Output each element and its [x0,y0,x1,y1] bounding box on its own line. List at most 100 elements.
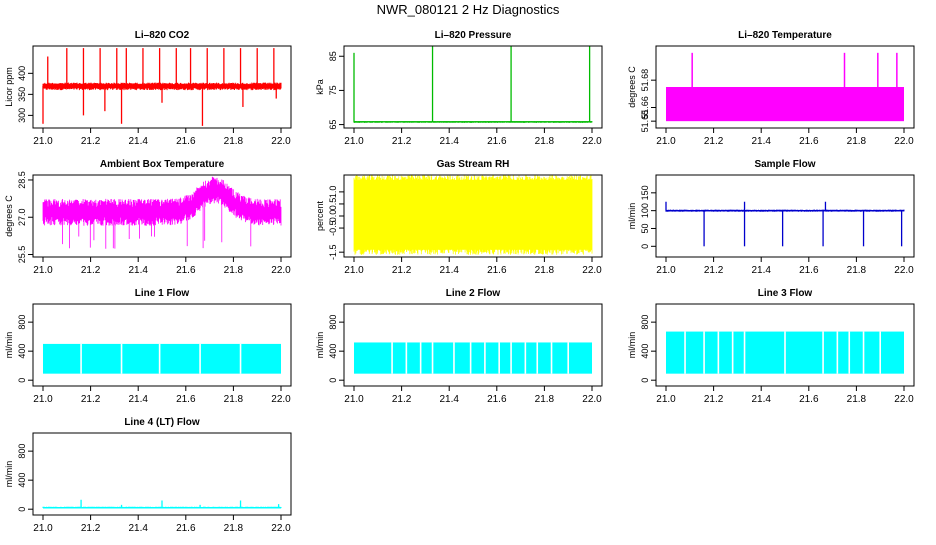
x-tick-label: 21.0 [656,136,676,147]
x-tick-label: 21.2 [81,265,101,276]
data-noise [353,174,593,255]
x-tick-label: 21.8 [224,265,244,276]
plot-frame [655,45,915,129]
chart-panel-5: Gas Stream RH 21.0 21.2 21.4 21.6 21.8 22.0 -1.… [315,159,603,276]
y-tick-label: 150 [640,185,650,200]
y-tick-label: -1.5 [328,244,338,260]
x-tick-label: 21.8 [535,136,555,147]
x-tick-label: 21.6 [799,394,819,405]
y-tick-label: 400 [17,66,27,81]
chart-title: Line 3 Flow [758,288,813,299]
y-axis-label: degrees C [4,195,14,237]
x-tick-label: 21.8 [224,136,244,147]
x-tick-label: 22.0 [582,136,602,147]
x-tick-label: 22.0 [582,394,602,405]
y-tick-label: 27.0 [17,208,27,226]
x-tick-label: 21.6 [176,265,196,276]
page-title: NWR_080121 2 Hz Diagnostics [377,2,560,17]
x-tick-label: 21.6 [799,265,819,276]
chart-title: Gas Stream RH [437,159,510,170]
plot-frame [32,303,292,387]
x-tick-label: 21.0 [33,394,53,405]
y-axis-label: percent [315,200,325,231]
chart-title: Li–820 CO2 [135,30,190,41]
y-tick-label: 1.0 [328,186,338,199]
y-tick-label: 25.5 [17,246,27,264]
x-tick-label: 21.0 [344,394,364,405]
data-band [666,87,904,122]
x-tick-label: 21.2 [392,265,412,276]
chart-panel-2: Li–820 Pressure 21.0 21.2 21.4 21.6 21.8 22.0 6… [315,30,603,147]
chart-panel-1: Li–820 CO2 21.0 21.2 21.4 21.6 21.8 22.0 300 350… [4,30,292,147]
y-tick-label: 400 [328,344,338,359]
y-tick-label: 28.5 [17,171,27,189]
y-tick-label: 50 [640,223,650,233]
y-tick-label: 800 [328,315,338,330]
x-tick-label: 21.6 [176,136,196,147]
y-tick-label: 800 [17,444,27,459]
x-tick-label: 21.0 [656,394,676,405]
y-tick-label: 0 [328,378,338,383]
x-tick-label: 21.4 [128,394,148,405]
x-tick-label: 22.0 [894,136,914,147]
chart-panel-9: Line 3 Flow 21.0 21.2 21.4 21.6 21.8 22.0 0 400 8… [627,288,915,405]
x-tick-label: 21.2 [704,136,724,147]
y-tick-label: 85 [328,51,338,61]
chart-title: Line 2 Flow [446,288,501,299]
data-band [43,343,281,374]
x-tick-label: 21.8 [535,265,555,276]
x-tick-label: 21.2 [704,394,724,405]
y-axis-label: kPa [315,79,325,95]
y-tick-label: 100 [640,203,650,218]
chart-title: Li–820 Temperature [738,30,832,41]
x-tick-label: 21.4 [439,265,459,276]
y-axis-label: ml/min [4,461,14,488]
x-tick-label: 22.0 [894,394,914,405]
y-tick-label: 400 [640,344,650,359]
y-tick-label: 51.68 [640,69,650,92]
x-tick-label: 21.0 [344,136,364,147]
x-tick-label: 21.2 [81,394,101,405]
chart-title: Ambient Box Temperature [100,159,225,170]
plot-frame [343,45,603,129]
x-tick-label: 21.2 [392,136,412,147]
y-axis-label: ml/min [627,332,637,359]
y-tick-label: 51.65 [640,110,650,133]
chart-title: Line 4 (LT) Flow [124,417,200,428]
x-tick-label: 21.0 [656,265,676,276]
y-tick-label: 0.0 [328,210,338,223]
plot-frame [655,303,915,387]
x-tick-label: 21.0 [33,136,53,147]
x-tick-label: 21.6 [176,394,196,405]
chart-panel-6: Sample Flow 21.0 21.2 21.4 21.6 21.8 22.0 0 50 10… [627,159,915,276]
y-tick-label: 800 [640,315,650,330]
data-band [354,342,592,374]
plot-frame [655,174,915,258]
y-tick-label: 800 [17,315,27,330]
x-tick-label: 21.8 [847,265,867,276]
x-tick-label: 21.4 [751,136,771,147]
y-tick-label: 0 [17,507,27,512]
x-tick-label: 21.6 [487,136,507,147]
y-tick-label: 400 [17,344,27,359]
x-tick-label: 21.0 [33,265,53,276]
x-tick-label: 21.4 [128,136,148,147]
chart-panel-10: Line 4 (LT) Flow 21.0 21.2 21.4 21.6 21.8 22.0… [4,417,292,534]
chart-title: Li–820 Pressure [435,30,512,41]
x-tick-label: 21.8 [847,136,867,147]
plot-frame [32,174,292,258]
y-tick-label: 400 [17,473,27,488]
y-axis-label: ml/min [627,203,637,230]
x-tick-label: 21.4 [128,265,148,276]
chart-panel-3: Li–820 Temperature 21.0 21.2 21.4 21.6 21.8 22… [627,30,915,147]
plot-frame [32,45,292,129]
y-axis-label: Licor ppm [4,67,14,107]
data-trace [42,176,282,249]
x-tick-label: 21.6 [799,136,819,147]
chart-panel-8: Line 2 Flow 21.0 21.2 21.4 21.6 21.8 22.0 0 400 8… [315,288,603,405]
x-tick-label: 21.2 [81,523,101,534]
x-tick-label: 21.2 [81,136,101,147]
y-tick-label: 0 [17,378,27,383]
